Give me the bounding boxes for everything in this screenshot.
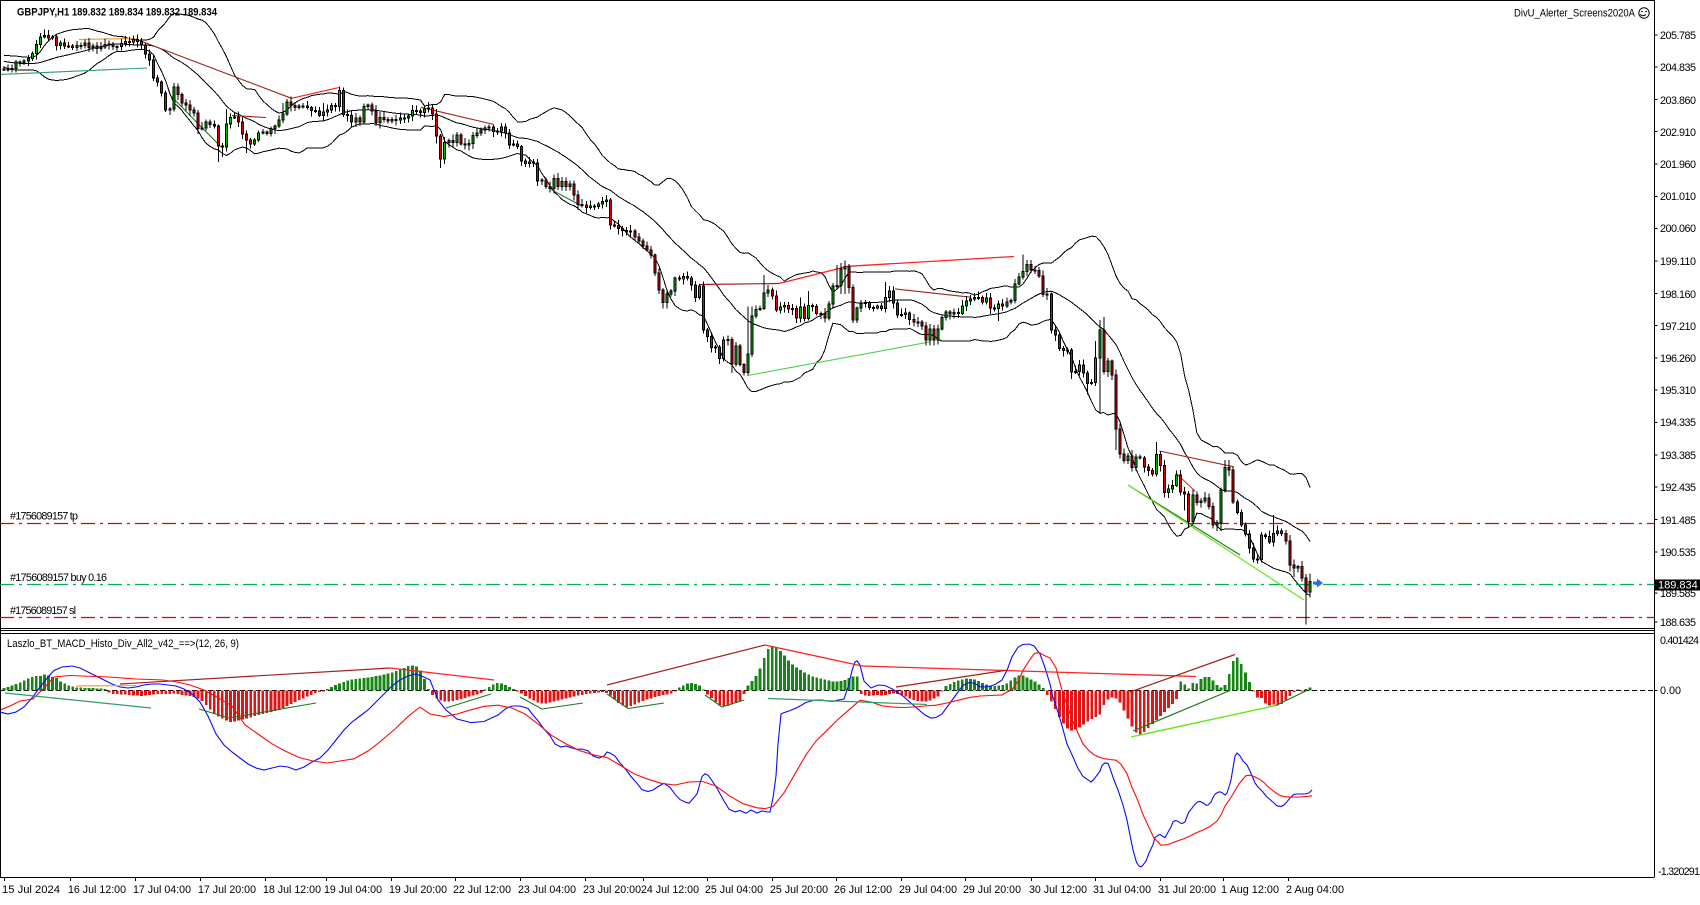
svg-text:Laszlo_BT_MACD_Histo_Div_All2_: Laszlo_BT_MACD_Histo_Div_All2_v42_==>(12… — [7, 638, 239, 650]
svg-text:26 Jul 12:00: 26 Jul 12:00 — [834, 884, 892, 896]
svg-text:#1756089157 buy 0.16: #1756089157 buy 0.16 — [10, 572, 107, 584]
svg-text:17 Jul 20:00: 17 Jul 20:00 — [198, 884, 256, 896]
svg-text:189.834: 189.834 — [1658, 580, 1698, 592]
svg-text:0.00: 0.00 — [1660, 685, 1681, 697]
svg-text:199.110: 199.110 — [1660, 256, 1696, 268]
svg-text:2 Aug 04:00: 2 Aug 04:00 — [1286, 884, 1344, 896]
svg-text:GBPJPY,H1 189.832 189.834 189: GBPJPY,H1 189.832 189.834 189.832 189.83… — [17, 7, 218, 19]
svg-text:194.335: 194.335 — [1660, 417, 1696, 429]
svg-text:31 Jul 20:00: 31 Jul 20:00 — [1158, 884, 1216, 896]
svg-text:18 Jul 12:00: 18 Jul 12:00 — [263, 884, 321, 896]
svg-text:202.910: 202.910 — [1660, 127, 1696, 139]
svg-text:DivU_Alerter_Screens2020A: DivU_Alerter_Screens2020A — [1514, 8, 1636, 20]
svg-text:204.835: 204.835 — [1660, 62, 1696, 74]
svg-text:198.160: 198.160 — [1660, 289, 1696, 301]
svg-text:15 Jul 2024: 15 Jul 2024 — [2, 884, 60, 896]
svg-text:0.401424: 0.401424 — [1660, 635, 1699, 647]
svg-text:19 Jul 04:00: 19 Jul 04:00 — [324, 884, 382, 896]
svg-text:#1756089157 tp: #1756089157 tp — [10, 511, 78, 523]
svg-text:25 Jul 04:00: 25 Jul 04:00 — [705, 884, 763, 896]
svg-text:200.060: 200.060 — [1660, 223, 1696, 235]
svg-text:195.310: 195.310 — [1660, 385, 1696, 397]
svg-text:31 Jul 04:00: 31 Jul 04:00 — [1093, 884, 1151, 896]
svg-text:1 Aug 12:00: 1 Aug 12:00 — [1221, 884, 1279, 896]
svg-text:16 Jul 12:00: 16 Jul 12:00 — [68, 884, 126, 896]
svg-text:30 Jul 12:00: 30 Jul 12:00 — [1029, 884, 1087, 896]
svg-text:#1756089157 sl: #1756089157 sl — [10, 605, 76, 617]
svg-text:17 Jul 04:00: 17 Jul 04:00 — [133, 884, 191, 896]
svg-text:22 Jul 12:00: 22 Jul 12:00 — [453, 884, 511, 896]
svg-text:25 Jul 20:00: 25 Jul 20:00 — [770, 884, 828, 896]
svg-text:19 Jul 20:00: 19 Jul 20:00 — [389, 884, 447, 896]
svg-text:192.435: 192.435 — [1660, 482, 1696, 494]
svg-text:23 Jul 04:00: 23 Jul 04:00 — [518, 884, 576, 896]
svg-text:-1.320291: -1.320291 — [1658, 866, 1700, 878]
svg-text:29 Jul 20:00: 29 Jul 20:00 — [963, 884, 1021, 896]
svg-text:203.860: 203.860 — [1660, 95, 1696, 107]
svg-text:190.535: 190.535 — [1660, 547, 1696, 559]
svg-text:201.010: 201.010 — [1660, 191, 1696, 203]
svg-text:193.385: 193.385 — [1660, 450, 1696, 462]
svg-text:197.210: 197.210 — [1660, 321, 1696, 333]
svg-text:29 Jul 04:00: 29 Jul 04:00 — [899, 884, 957, 896]
svg-text:205.785: 205.785 — [1660, 30, 1696, 42]
svg-text:188.635: 188.635 — [1660, 617, 1696, 629]
svg-text:24 Jul 12:00: 24 Jul 12:00 — [641, 884, 699, 896]
svg-text:189.585: 189.585 — [1660, 588, 1696, 600]
svg-text:201.960: 201.960 — [1660, 159, 1696, 171]
svg-text:191.485: 191.485 — [1660, 515, 1696, 527]
svg-text:23 Jul 20:00: 23 Jul 20:00 — [583, 884, 641, 896]
svg-text:196.260: 196.260 — [1660, 353, 1696, 365]
